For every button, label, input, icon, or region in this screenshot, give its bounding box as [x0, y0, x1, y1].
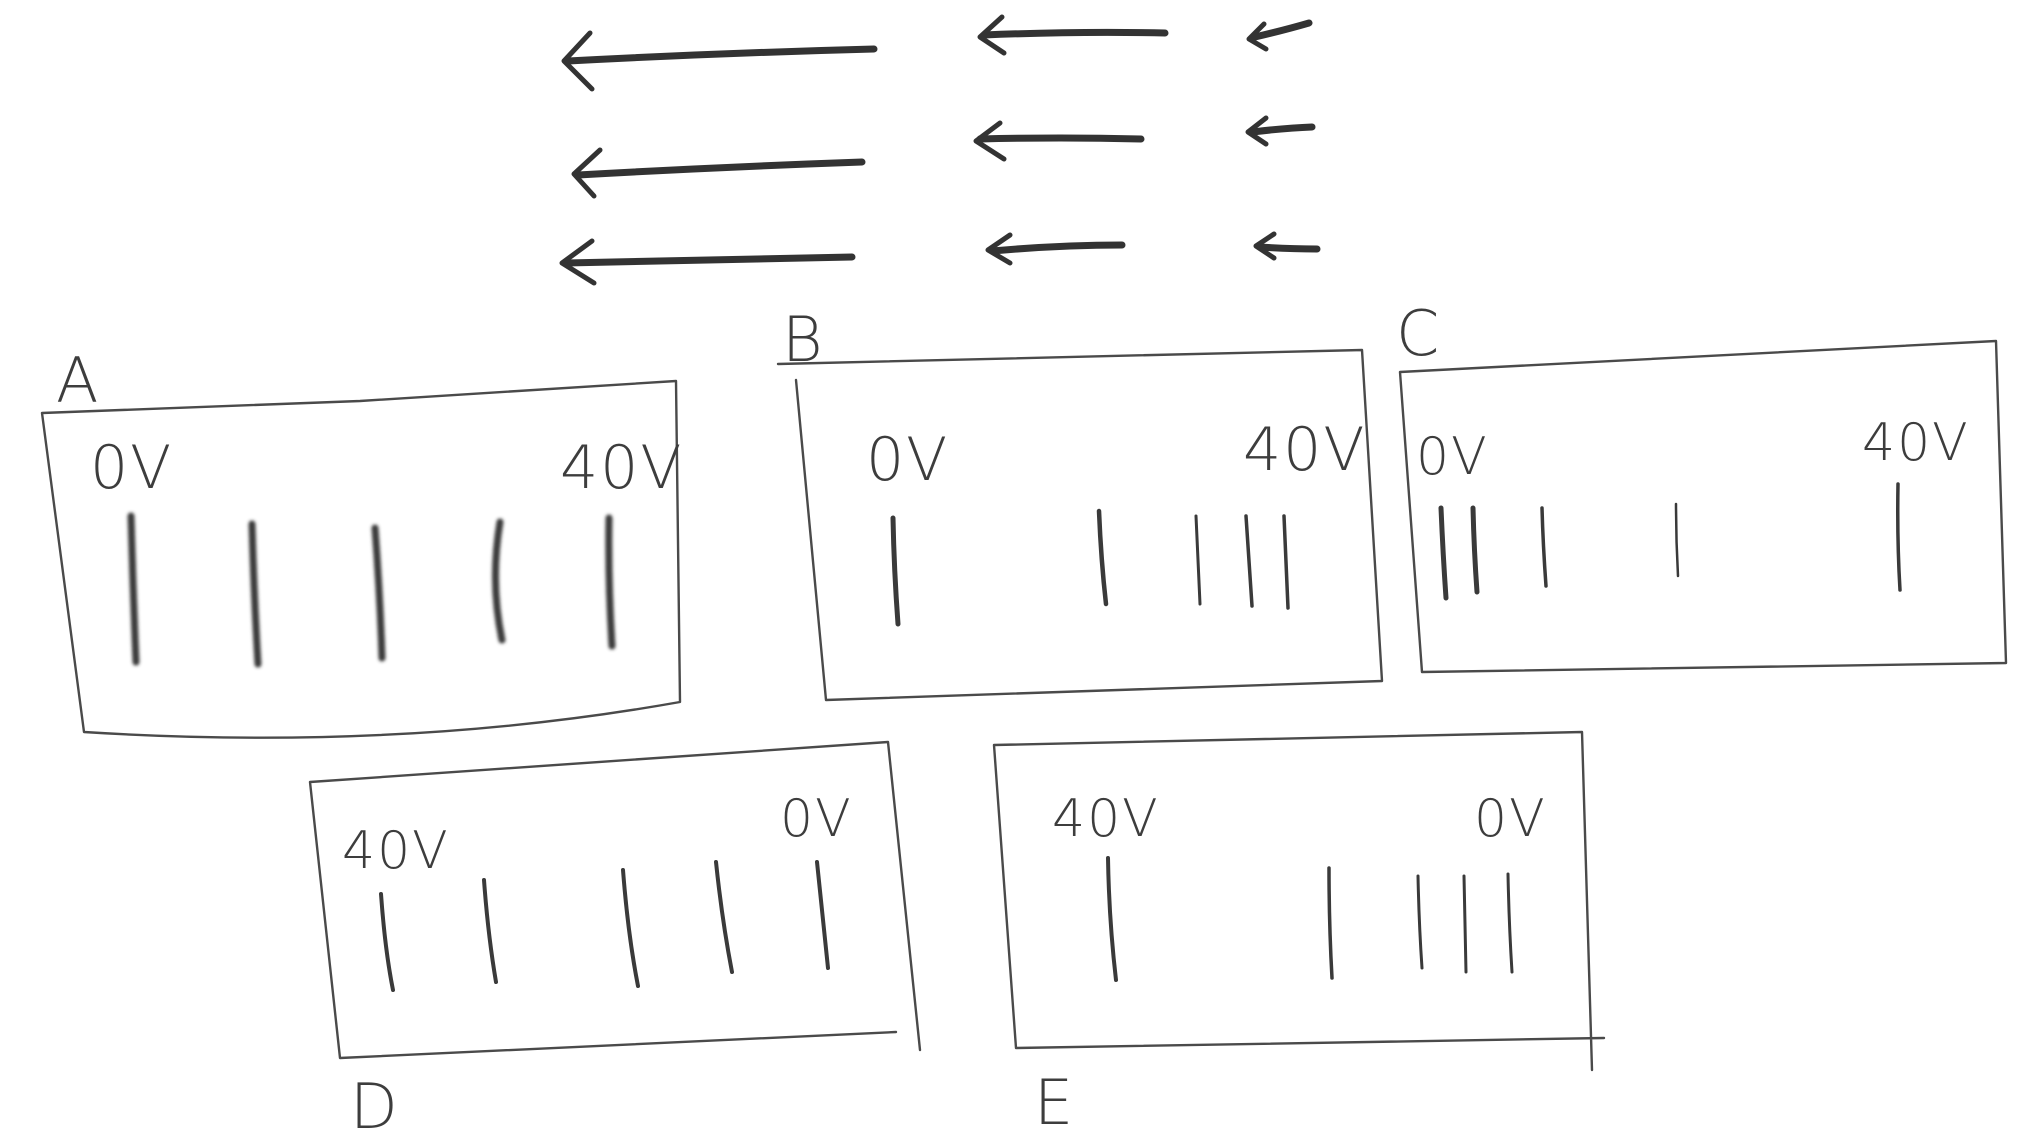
field-arrow: [571, 147, 866, 199]
equipotential-line: [491, 518, 506, 644]
equipotential-line: [371, 524, 386, 662]
voltage-label-right: 0V: [1474, 789, 1547, 849]
equipotential-line: [815, 860, 830, 970]
equipotential-line: [605, 514, 616, 650]
panel-c: C 0V 40V: [1396, 297, 2008, 674]
panel-a: A 0V 40V: [40, 344, 683, 739]
equipotential-line: [1194, 514, 1202, 606]
panel-frame: [776, 348, 1384, 702]
panel-letter: B: [782, 303, 823, 376]
panel-d: 40V 0V D: [308, 740, 922, 1143]
equipotential-line: [1540, 506, 1548, 588]
field-arrow: [973, 120, 1145, 162]
field-arrow: [561, 30, 878, 92]
equipotential-line: [890, 515, 901, 627]
equipotential-line: [1327, 866, 1334, 980]
equipotential-lines: [1106, 856, 1514, 982]
panel-letter: C: [1396, 297, 1439, 370]
panel-letter: E: [1034, 1066, 1073, 1139]
panel-frame: [40, 379, 682, 739]
equipotential-line: [1896, 482, 1902, 592]
voltage-label-left: 40V: [1052, 789, 1160, 849]
equipotential-line: [1674, 502, 1680, 578]
equipotential-line: [248, 520, 262, 668]
equipotential-line: [379, 892, 395, 992]
voltage-label-left: 0V: [1416, 427, 1489, 487]
equipotential-line: [1282, 514, 1290, 610]
equipotential-line: [1470, 505, 1480, 595]
equipotential-line: [714, 860, 734, 974]
voltage-label-left: 40V: [342, 821, 450, 881]
electric-field-arrows: [559, 14, 1321, 286]
panel-letter: D: [350, 1070, 398, 1143]
field-arrow: [1246, 19, 1313, 52]
voltage-label-right: 40V: [1862, 413, 1970, 473]
voltage-label-left: 0V: [90, 433, 173, 503]
field-arrow: [1245, 115, 1316, 147]
field-arrow: [559, 238, 856, 286]
equipotential-lines: [379, 860, 830, 992]
panel-e: 40V 0V E: [992, 730, 1606, 1139]
equipotential-line: [1506, 872, 1514, 974]
field-arrow: [977, 14, 1169, 56]
voltage-label-right: 40V: [560, 433, 683, 503]
equipotential-line: [1106, 856, 1118, 982]
panel-frame: [992, 730, 1606, 1072]
panel-letter: A: [56, 344, 98, 417]
panel-frame: [1398, 339, 2008, 674]
equipotential-line: [1244, 514, 1254, 608]
equipotential-lines: [127, 512, 616, 668]
field-arrow: [1253, 231, 1321, 261]
panel-frame: [308, 740, 922, 1060]
field-arrow: [985, 232, 1126, 266]
voltage-label-right: 0V: [780, 789, 853, 849]
equipotential-lines: [890, 508, 1290, 627]
equipotential-line: [1462, 874, 1468, 974]
voltage-label-right: 40V: [1243, 415, 1366, 485]
equipotential-line: [1096, 508, 1109, 607]
equipotential-line: [482, 878, 498, 984]
voltage-label-left: 0V: [866, 425, 949, 495]
equipotential-line: [1416, 874, 1424, 970]
equipotential-lines: [1438, 482, 1902, 601]
equipotential-line: [1438, 505, 1449, 601]
equipotential-line: [127, 512, 140, 666]
panel-b: B 0V 40V: [776, 303, 1384, 702]
equipotential-line: [621, 868, 640, 988]
